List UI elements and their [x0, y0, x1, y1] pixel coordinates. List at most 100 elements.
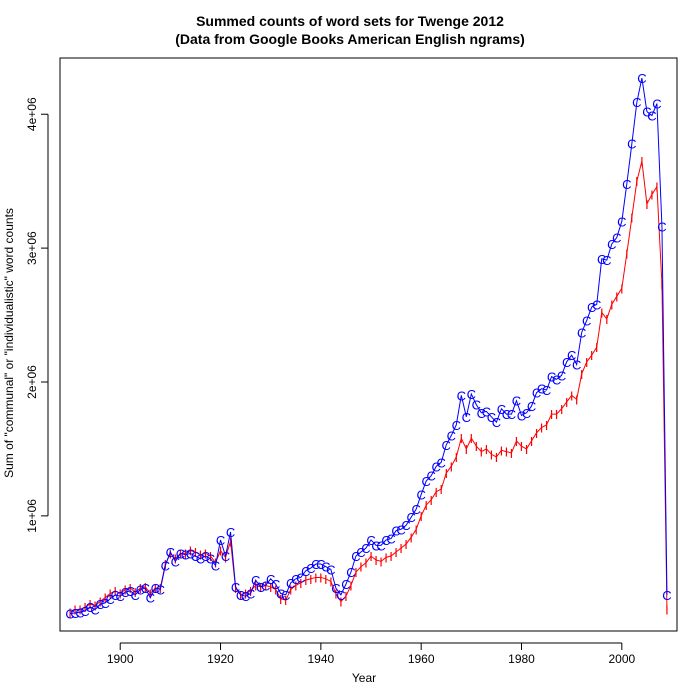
series-individualistic: I I I I I I I I I I I I I I I I I I III I I I I I I I I II III I I I I I I…: [68, 154, 669, 620]
data-point-individualistic: I: [590, 348, 594, 363]
x-tick-label: 1960: [408, 652, 435, 666]
data-point-individualistic: I: [209, 549, 213, 564]
x-tick-label: 2000: [608, 652, 635, 666]
data-point-communal: C: [316, 557, 325, 572]
series-line-communal: [69, 77, 668, 615]
data-point-individualistic: I: [93, 599, 97, 614]
data-point-communal: C: [487, 410, 496, 425]
data-point-communal: C: [291, 572, 300, 587]
data-point-communal: C: [391, 524, 400, 539]
data-point-individualistic: I: [414, 522, 418, 537]
data-point-individualistic: I: [555, 407, 559, 422]
data-point-communal: C: [356, 545, 365, 560]
data-point-communal: C: [80, 604, 89, 619]
data-point-individualistic: I: [194, 545, 198, 560]
data-point-communal: C: [336, 588, 345, 603]
data-point-communal: C: [206, 552, 215, 567]
data-point-communal: C: [432, 459, 441, 474]
data-point-individualistic: I: [68, 605, 72, 620]
data-point-individualistic: I: [645, 197, 649, 212]
data-point-individualistic: I: [540, 421, 544, 436]
data-point-individualistic: I: [485, 442, 489, 457]
chart-title: Summed counts of word sets for Twenge 20…: [196, 13, 504, 29]
data-point-communal: C: [286, 576, 295, 591]
data-point-individualistic: I: [334, 587, 338, 602]
data-point-communal: C: [396, 522, 405, 537]
data-point-individualistic: I: [123, 582, 127, 597]
data-point-individualistic: I: [98, 595, 102, 610]
data-point-individualistic: I: [88, 597, 92, 612]
data-point-individualistic: I: [459, 431, 463, 446]
data-point-communal: C: [211, 558, 220, 573]
data-point-individualistic: I: [279, 592, 283, 607]
data-point-individualistic: I: [148, 587, 152, 602]
data-point-communal: C: [266, 572, 275, 587]
data-point-communal: C: [271, 577, 280, 592]
data-point-individualistic: I: [660, 277, 664, 292]
data-point-communal: C: [427, 469, 436, 484]
data-point-individualistic: I: [605, 312, 609, 327]
data-point-individualistic: I: [108, 587, 112, 602]
x-tick-label: 1980: [508, 652, 535, 666]
data-point-individualistic: I: [174, 552, 178, 567]
data-point-individualistic: I: [610, 297, 614, 312]
data-point-communal: C: [256, 580, 265, 595]
data-point-individualistic: I: [620, 281, 624, 296]
data-point-communal: C: [507, 407, 516, 422]
data-point-communal: C: [527, 399, 536, 414]
data-point-communal: C: [90, 603, 99, 618]
data-point-individualistic: I: [394, 545, 398, 560]
data-point-individualistic: I: [284, 593, 288, 608]
y-tick-label: 1e+06: [25, 499, 39, 533]
data-point-communal: C: [497, 402, 506, 417]
data-point-communal: C: [467, 387, 476, 402]
data-point-communal: C: [572, 358, 581, 373]
data-point-communal: C: [502, 407, 511, 422]
data-point-communal: C: [181, 548, 190, 563]
data-point-individualistic: I: [449, 459, 453, 474]
data-point-individualistic: I: [434, 485, 438, 500]
data-point-individualistic: I: [439, 482, 443, 497]
data-point-communal: C: [231, 580, 240, 595]
data-point-individualistic: I: [379, 554, 383, 569]
data-point-individualistic: I: [234, 581, 238, 596]
data-point-communal: C: [281, 588, 290, 603]
data-point-communal: C: [562, 355, 571, 370]
data-point-individualistic: I: [339, 595, 343, 610]
data-point-communal: C: [176, 546, 185, 561]
data-point-individualistic: I: [189, 544, 193, 559]
data-point-individualistic: I: [490, 447, 494, 462]
data-point-individualistic: I: [505, 445, 509, 460]
series-communal: CCCCCCCCCCCCCCCCCCCCCCCCCCCCCCCCCCCCCCCC…: [65, 71, 671, 622]
data-point-individualistic: I: [219, 544, 223, 559]
data-point-communal: C: [447, 429, 456, 444]
data-point-individualistic: I: [560, 402, 564, 417]
data-point-communal: C: [216, 533, 225, 548]
data-point-communal: C: [462, 410, 471, 425]
data-point-communal: C: [136, 582, 145, 597]
data-point-communal: C: [115, 589, 124, 604]
data-point-individualistic: I: [113, 584, 117, 599]
chart-subtitle: (Data from Google Books American English…: [175, 31, 525, 47]
data-point-communal: C: [241, 589, 250, 604]
data-point-communal: C: [411, 502, 420, 517]
data-point-individualistic: I: [520, 439, 524, 454]
data-point-communal: C: [351, 549, 360, 564]
x-axis-label: Year: [352, 671, 376, 685]
data-point-communal: C: [492, 415, 501, 430]
data-point-communal: C: [131, 588, 140, 603]
data-point-communal: C: [196, 552, 205, 567]
x-tick-label: 1900: [107, 652, 134, 666]
data-point-communal: C: [592, 297, 601, 312]
y-tick-label: 3e+06: [25, 231, 39, 265]
y-tick-label: 4e+06: [25, 97, 39, 131]
y-tick-label: 2e+06: [25, 365, 39, 399]
data-point-communal: C: [326, 562, 335, 577]
data-point-communal: C: [401, 518, 410, 533]
data-point-communal: C: [301, 564, 310, 579]
data-point-communal: C: [306, 561, 315, 576]
data-point-communal: C: [437, 455, 446, 470]
data-point-communal: C: [70, 606, 79, 621]
data-point-individualistic: I: [309, 572, 313, 587]
